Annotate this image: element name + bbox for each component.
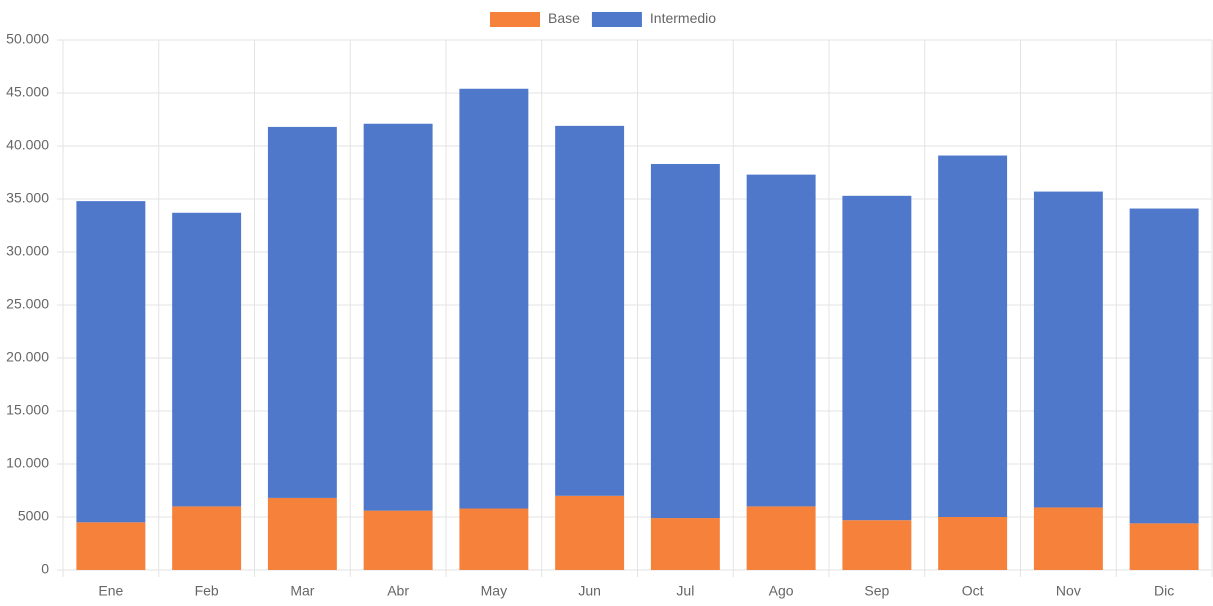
- bar-segment: [746, 174, 816, 507]
- bar-segment: [1033, 191, 1103, 508]
- x-tick-label: Jul: [676, 583, 694, 599]
- bar-segment: [842, 520, 912, 570]
- bar-segment: [267, 126, 337, 498]
- bar-segment: [555, 125, 625, 496]
- y-tick-label: 0: [41, 561, 49, 577]
- y-tick-label: 35.000: [6, 190, 49, 206]
- y-tick-label: 40.000: [6, 137, 49, 153]
- x-tick-label: Nov: [1056, 583, 1081, 599]
- bar-segment: [650, 518, 720, 570]
- x-tick-label: Abr: [387, 583, 409, 599]
- x-tick-label: Ene: [98, 583, 123, 599]
- y-tick-label: 15.000: [6, 402, 49, 418]
- bar-segment: [363, 510, 433, 570]
- legend-swatch: [591, 12, 642, 27]
- y-tick-label: 50.000: [6, 31, 49, 47]
- bar-segment: [650, 164, 720, 519]
- legend-label: Base: [548, 10, 580, 26]
- x-tick-label: Mar: [290, 583, 314, 599]
- y-tick-label: 30.000: [6, 243, 49, 259]
- bar-segment: [172, 212, 242, 507]
- y-tick-label: 20.000: [6, 349, 49, 365]
- y-tick-label: 25.000: [6, 296, 49, 312]
- bar-segment: [1129, 523, 1199, 570]
- y-tick-label: 45.000: [6, 84, 49, 100]
- x-tick-label: Feb: [195, 583, 219, 599]
- bar-segment: [746, 506, 816, 570]
- y-tick-label: 10.000: [6, 455, 49, 471]
- bar-segment: [1129, 208, 1199, 524]
- x-tick-label: Jun: [578, 583, 601, 599]
- bar-segment: [938, 517, 1008, 570]
- x-tick-label: Ago: [769, 583, 794, 599]
- bar-segment: [172, 506, 242, 570]
- bar-segment: [938, 155, 1008, 518]
- bar-segment: [842, 195, 912, 521]
- legend-swatch: [490, 12, 540, 27]
- bar-segment: [459, 88, 529, 509]
- x-tick-label: Oct: [962, 583, 984, 599]
- bar-segment: [459, 508, 529, 570]
- bar-segment: [267, 497, 337, 570]
- bar-segment: [76, 201, 146, 523]
- legend-label: Intermedio: [650, 10, 716, 26]
- x-tick-label: May: [481, 583, 507, 599]
- bar-segment: [363, 123, 433, 511]
- bar-segment: [1033, 507, 1103, 570]
- bar-segment: [555, 495, 625, 570]
- x-tick-label: Dic: [1154, 583, 1174, 599]
- y-tick-label: 5000: [18, 508, 49, 524]
- x-tick-label: Sep: [864, 583, 889, 599]
- bar-segment: [76, 522, 146, 570]
